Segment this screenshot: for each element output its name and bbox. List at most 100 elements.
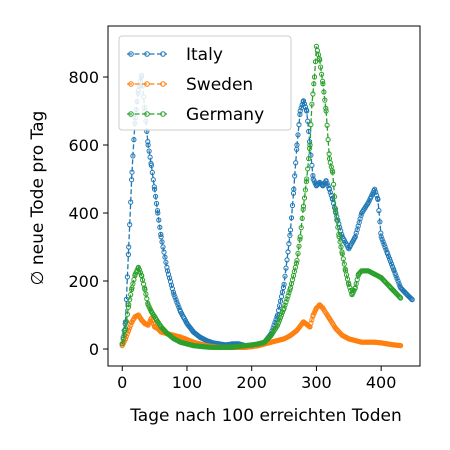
data-point (336, 234, 342, 240)
data-point (307, 142, 313, 148)
data-point (392, 270, 398, 276)
data-point (148, 160, 154, 166)
data-point (311, 74, 318, 80)
data-point (294, 258, 300, 264)
legend-item-italy: Italy (127, 45, 223, 65)
data-point (380, 239, 386, 245)
data-point (297, 108, 303, 114)
data-point (128, 199, 134, 205)
data-point (158, 231, 164, 237)
data-point (130, 153, 136, 159)
data-point (388, 261, 395, 267)
data-point (281, 281, 287, 287)
data-point (297, 236, 303, 242)
data-point (294, 142, 300, 148)
data-point (303, 179, 309, 185)
data-point (308, 122, 314, 128)
data-point (333, 210, 339, 216)
data-point (282, 273, 288, 279)
data-point (126, 302, 132, 308)
data-point (324, 122, 330, 128)
data-point (146, 148, 152, 154)
data-point (164, 264, 170, 270)
data-point (159, 239, 165, 245)
data-point (145, 139, 151, 145)
data-point (155, 210, 161, 216)
y-axis-label: ∅ neue Tode pro Tag (28, 111, 48, 286)
legend-marker (128, 51, 134, 57)
data-point (300, 203, 307, 209)
data-point (289, 202, 296, 209)
data-point (153, 200, 160, 207)
data-point (336, 231, 342, 237)
data-point (331, 181, 337, 187)
data-point (385, 251, 391, 257)
data-point (292, 173, 298, 179)
data-point (320, 81, 326, 87)
series-germany (119, 43, 404, 350)
data-point (306, 156, 312, 162)
data-point (315, 303, 321, 309)
data-point (330, 169, 336, 175)
data-point (129, 169, 135, 175)
y-tick-label: 0 (89, 340, 99, 359)
data-point (298, 225, 304, 231)
data-point (300, 206, 306, 212)
data-point (127, 297, 133, 303)
data-point (174, 299, 180, 305)
data-point (158, 234, 164, 240)
x-tick-label: 100 (172, 373, 203, 392)
data-point (172, 294, 178, 300)
data-point (322, 97, 328, 103)
data-point (135, 264, 141, 270)
legend-item-sweden: Sweden (127, 75, 253, 95)
data-point (387, 258, 394, 264)
data-point (391, 268, 397, 274)
data-point (136, 267, 142, 273)
data-point (315, 181, 321, 187)
legend-marker (128, 111, 134, 117)
data-point (323, 105, 329, 111)
legend-label: Sweden (186, 75, 253, 95)
data-point (393, 273, 399, 279)
legend-marker (160, 81, 166, 87)
data-point (276, 317, 283, 323)
data-point (127, 222, 133, 228)
data-point (145, 142, 151, 148)
data-point (394, 275, 400, 281)
data-point (149, 169, 155, 176)
data-point (131, 137, 137, 143)
data-point (309, 101, 315, 107)
data-point (301, 195, 308, 201)
legend-marker (160, 51, 166, 57)
data-point (319, 71, 325, 77)
x-tick-label: 300 (301, 373, 332, 392)
data-point (409, 297, 415, 303)
data-point (171, 292, 177, 298)
data-point (279, 309, 285, 315)
data-point (129, 177, 135, 183)
data-point (120, 336, 126, 342)
legend-marker (144, 51, 150, 57)
data-point (337, 239, 343, 245)
data-point (387, 256, 393, 262)
data-point (320, 78, 326, 85)
legend-label: Italy (186, 45, 223, 65)
data-point (273, 317, 279, 323)
data-point (395, 278, 401, 284)
data-point (125, 304, 131, 310)
legend-marker (160, 111, 166, 117)
data-point (293, 160, 299, 166)
legend-item-germany: Germany (127, 105, 264, 125)
data-point (372, 186, 378, 192)
plot-area (119, 43, 415, 350)
data-point (389, 264, 396, 270)
data-point (326, 186, 332, 192)
x-tick-label: 400 (366, 373, 397, 392)
data-point (125, 251, 131, 258)
data-point (143, 291, 149, 297)
data-point (296, 122, 302, 128)
data-point (279, 289, 285, 295)
data-point (286, 241, 292, 247)
